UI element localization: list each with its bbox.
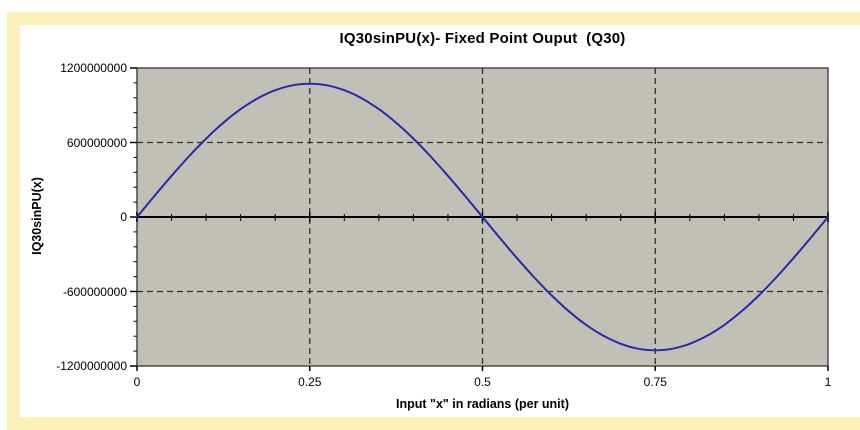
x-tick-label: 1 [824,375,832,389]
y-tick-label: 600000000 [66,135,127,150]
x-axis-title: Input "x" in radians (per unit) [396,397,569,411]
y-tick-label: -600000000 [62,284,127,299]
x-tick-label: 0 [133,375,141,389]
y-tick-label: 0 [120,210,127,224]
x-tick-label: 0.5 [474,375,491,389]
y-tick-label: 1200000000 [60,61,127,75]
chart-title: IQ30sinPU(x)- Fixed Point Ouput (Q30) [339,30,626,47]
x-tick-label: 0.75 [643,375,667,389]
x-tick-label: 0.25 [298,375,322,389]
y-tick-label: -1200000000 [56,359,127,373]
